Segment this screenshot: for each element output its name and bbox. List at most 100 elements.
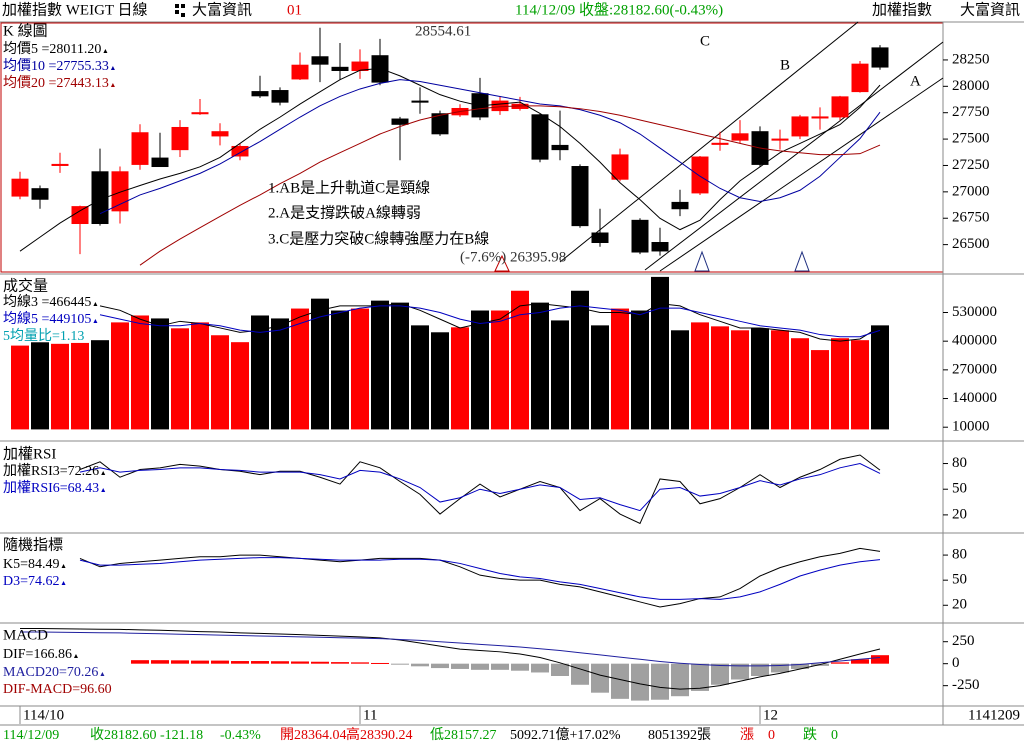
status-amount: 5092.71億+17.02% [510, 727, 621, 743]
status-volume: 8051392張 [648, 728, 711, 743]
macd-bar [231, 661, 249, 664]
legend-entry: K5=84.49 [3, 557, 60, 572]
candle-body [591, 232, 609, 244]
candle-body [571, 166, 589, 227]
macd-bar [331, 662, 349, 664]
status-open: 開28364.04 [280, 728, 347, 743]
volume-bar [171, 328, 189, 430]
macd-bar [431, 663, 449, 669]
trend-label: A [910, 73, 921, 89]
status-down-count: 0 [831, 728, 838, 743]
macd-bar [211, 660, 229, 664]
status-low: 低28157.27 [430, 727, 497, 743]
trend-lines [559, 21, 944, 272]
candle-body [811, 116, 829, 119]
series-line [79, 547, 881, 608]
candle-body [691, 156, 709, 194]
macd-bar [271, 661, 289, 664]
volume-bar [411, 325, 429, 430]
series-line [79, 454, 881, 525]
volume-bar [731, 330, 749, 430]
status-date: 114/12/09 [3, 728, 59, 743]
legend-marker [61, 564, 66, 568]
series-line [20, 631, 881, 667]
candle-body [391, 118, 409, 125]
candle-body [271, 90, 289, 103]
status-close: 收28182.60 [90, 727, 157, 743]
candle-body [151, 157, 169, 168]
volume-bar [91, 340, 109, 430]
legend-entry: 均價20 =27443.13 [3, 74, 109, 91]
candle-body [711, 142, 729, 145]
series-line [99, 303, 881, 342]
volume-ratio: 5均量比=1.13 [3, 328, 84, 344]
y-tick-label: 28000 [952, 78, 990, 94]
candle-body [351, 61, 369, 71]
candle-body [91, 171, 109, 225]
volume-bar [231, 342, 249, 430]
legend-entry: 均價10 =27755.33 [3, 57, 109, 74]
macd-bar [731, 663, 749, 680]
volume-bar [271, 318, 289, 430]
y-tick-label: 80 [952, 455, 967, 471]
status-change: -121.18 [160, 728, 203, 743]
macd-bar [611, 663, 629, 699]
volume-bar [771, 330, 789, 430]
macd-bar [491, 663, 509, 670]
candle-body [31, 188, 49, 200]
y-tick-label: -250 [952, 677, 980, 693]
header-index: 加權指數 [872, 1, 932, 18]
y-tick-label: 270000 [952, 361, 997, 377]
low-label: (-7.6%) 26395.98 [460, 249, 566, 265]
macd-bar [151, 660, 169, 664]
volume-bar [211, 335, 229, 430]
annotation: 3.C是壓力突破C線轉強壓力在B線 [268, 230, 489, 247]
y-tick-label: 50 [952, 481, 967, 497]
candle-body [331, 66, 349, 71]
legend-entry: 均線5 =449105 [3, 311, 91, 327]
volume-bar [811, 350, 829, 430]
macd-bar [471, 663, 489, 670]
candle-body [831, 96, 849, 118]
y-tick-label: 27000 [952, 183, 990, 199]
annotation: 2.A是支撐跌破A線轉弱 [268, 204, 421, 221]
macd-bar [791, 663, 809, 669]
legend-marker [101, 471, 106, 475]
macd-bar [551, 663, 569, 676]
volume-bar [371, 300, 389, 430]
legend-entry: 加權RSI6=68.43 [3, 480, 99, 496]
legend-entry: 加權RSI3=72.26 [3, 463, 99, 479]
y-tick-label: 10000 [952, 419, 990, 435]
panel-title: 成交量 [3, 276, 48, 294]
y-tick-label: 27750 [952, 104, 990, 120]
candle-body [431, 113, 449, 135]
macd-bar [591, 663, 609, 693]
panel-title: 隨機指標 [3, 536, 63, 553]
macd-bar [691, 663, 709, 691]
volume-bar [571, 290, 589, 430]
legend-entry: 均線3 =466445 [3, 294, 91, 310]
macd-bar [171, 660, 189, 664]
volume-bar [71, 342, 89, 430]
candle-body [651, 242, 669, 252]
series-line [19, 67, 881, 252]
candle-body [51, 163, 69, 166]
macd-bar [451, 663, 469, 669]
y-tick-label: 20 [952, 597, 967, 613]
series-line [20, 628, 881, 690]
volume-bar [131, 315, 149, 430]
legend-marker [73, 654, 78, 658]
panel-title: K 線圖 [3, 22, 48, 39]
macd-bar [671, 663, 689, 697]
volume-bar [751, 328, 769, 430]
legend-marker [100, 672, 105, 676]
macd-bar [651, 663, 669, 700]
legend-entry: MACD20=70.26 [3, 665, 98, 680]
volume-bar [191, 322, 209, 430]
volume-bar [51, 343, 69, 430]
legend-marker [110, 66, 115, 70]
candle-body [131, 132, 149, 165]
macd-bar [251, 661, 269, 664]
legend-entry: D3=74.62 [3, 574, 60, 589]
legend-entry: DIF=166.86 [3, 647, 72, 662]
